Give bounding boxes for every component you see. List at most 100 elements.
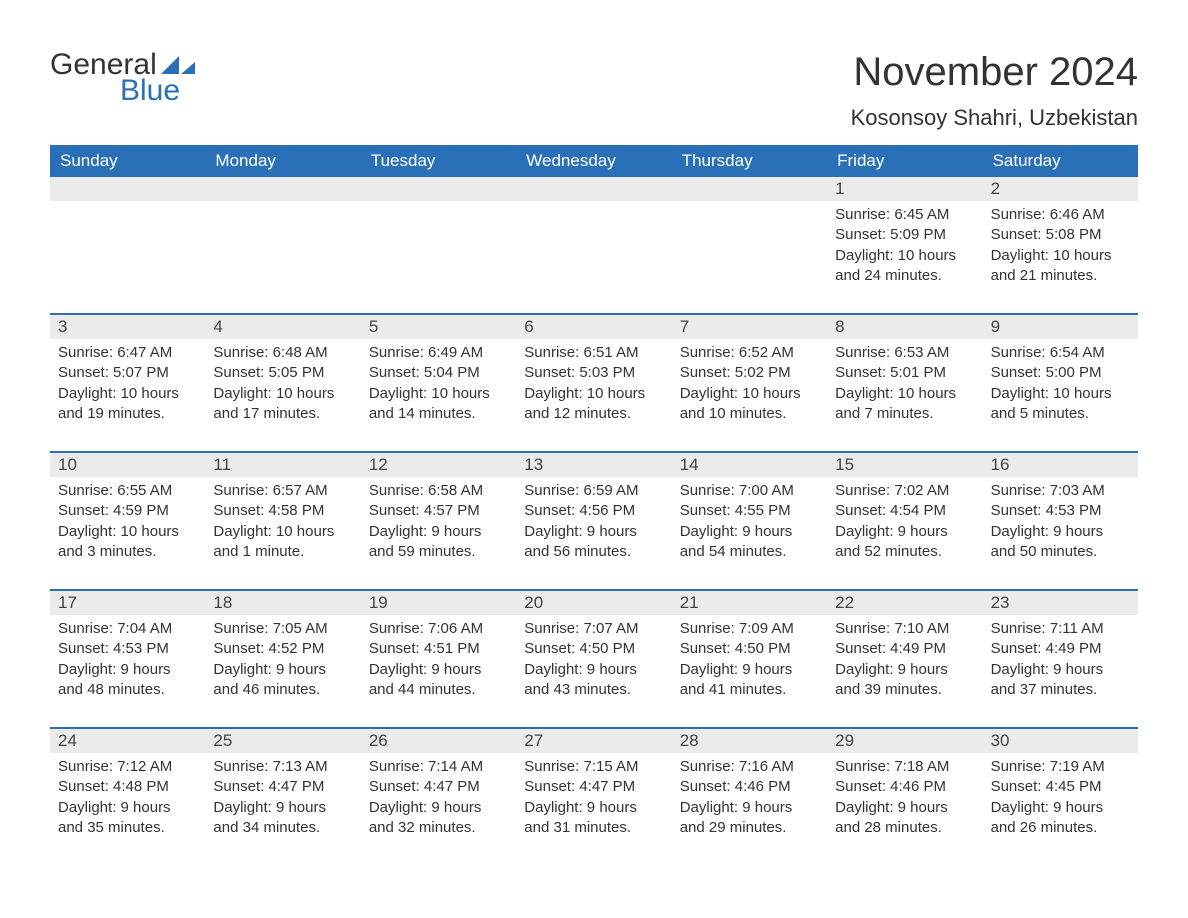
sunset-text: Sunset: 4:54 PM bbox=[835, 501, 974, 521]
day-number: 22 bbox=[827, 591, 982, 615]
day-cell: 24Sunrise: 7:12 AMSunset: 4:48 PMDayligh… bbox=[50, 729, 205, 847]
sunset-text: Sunset: 5:04 PM bbox=[369, 363, 508, 383]
sunset-text: Sunset: 4:45 PM bbox=[991, 777, 1130, 797]
day-number: 15 bbox=[827, 453, 982, 477]
sunrise-text: Sunrise: 7:15 AM bbox=[524, 757, 663, 777]
day-details: Sunrise: 7:13 AMSunset: 4:47 PMDaylight:… bbox=[205, 753, 360, 842]
day-cell: 2Sunrise: 6:46 AMSunset: 5:08 PMDaylight… bbox=[983, 177, 1138, 295]
daylight-line1: Daylight: 9 hours bbox=[991, 660, 1130, 680]
daylight-line2: and 28 minutes. bbox=[835, 818, 974, 838]
daylight-line1: Daylight: 10 hours bbox=[680, 384, 819, 404]
daylight-line2: and 29 minutes. bbox=[680, 818, 819, 838]
day-cell: 27Sunrise: 7:15 AMSunset: 4:47 PMDayligh… bbox=[516, 729, 671, 847]
sunset-text: Sunset: 4:53 PM bbox=[991, 501, 1130, 521]
day-details: Sunrise: 7:03 AMSunset: 4:53 PMDaylight:… bbox=[983, 477, 1138, 566]
sunrise-text: Sunrise: 6:45 AM bbox=[835, 205, 974, 225]
sunset-text: Sunset: 4:58 PM bbox=[213, 501, 352, 521]
daylight-line1: Daylight: 9 hours bbox=[835, 660, 974, 680]
sunrise-text: Sunrise: 6:48 AM bbox=[213, 343, 352, 363]
day-details: Sunrise: 6:51 AMSunset: 5:03 PMDaylight:… bbox=[516, 339, 671, 428]
day-number: 24 bbox=[50, 729, 205, 753]
day-number: 7 bbox=[672, 315, 827, 339]
day-cell: 25Sunrise: 7:13 AMSunset: 4:47 PMDayligh… bbox=[205, 729, 360, 847]
day-number: 4 bbox=[205, 315, 360, 339]
daylight-line2: and 14 minutes. bbox=[369, 404, 508, 424]
day-number: 18 bbox=[205, 591, 360, 615]
daylight-line2: and 52 minutes. bbox=[835, 542, 974, 562]
daylight-line1: Daylight: 10 hours bbox=[213, 384, 352, 404]
sunset-text: Sunset: 5:01 PM bbox=[835, 363, 974, 383]
day-cell: 8Sunrise: 6:53 AMSunset: 5:01 PMDaylight… bbox=[827, 315, 982, 433]
day-number: 19 bbox=[361, 591, 516, 615]
day-details: Sunrise: 7:11 AMSunset: 4:49 PMDaylight:… bbox=[983, 615, 1138, 704]
daylight-line1: Daylight: 9 hours bbox=[680, 798, 819, 818]
daylight-line1: Daylight: 9 hours bbox=[991, 798, 1130, 818]
weekday-saturday: Saturday bbox=[983, 145, 1138, 177]
day-details: Sunrise: 6:49 AMSunset: 5:04 PMDaylight:… bbox=[361, 339, 516, 428]
daylight-line2: and 50 minutes. bbox=[991, 542, 1130, 562]
week-row: 10Sunrise: 6:55 AMSunset: 4:59 PMDayligh… bbox=[50, 451, 1138, 571]
day-cell: 14Sunrise: 7:00 AMSunset: 4:55 PMDayligh… bbox=[672, 453, 827, 571]
sunrise-text: Sunrise: 6:55 AM bbox=[58, 481, 197, 501]
weekday-monday: Monday bbox=[205, 145, 360, 177]
day-details: Sunrise: 6:54 AMSunset: 5:00 PMDaylight:… bbox=[983, 339, 1138, 428]
sunrise-text: Sunrise: 6:58 AM bbox=[369, 481, 508, 501]
daylight-line1: Daylight: 9 hours bbox=[58, 798, 197, 818]
day-details: Sunrise: 6:52 AMSunset: 5:02 PMDaylight:… bbox=[672, 339, 827, 428]
empty-day-bar bbox=[361, 177, 516, 201]
sunset-text: Sunset: 4:46 PM bbox=[835, 777, 974, 797]
daylight-line2: and 56 minutes. bbox=[524, 542, 663, 562]
location-subtitle: Kosonsoy Shahri, Uzbekistan bbox=[851, 105, 1138, 131]
day-cell bbox=[516, 177, 671, 295]
daylight-line2: and 46 minutes. bbox=[213, 680, 352, 700]
day-details: Sunrise: 7:14 AMSunset: 4:47 PMDaylight:… bbox=[361, 753, 516, 842]
daylight-line2: and 35 minutes. bbox=[58, 818, 197, 838]
sunrise-text: Sunrise: 7:04 AM bbox=[58, 619, 197, 639]
daylight-line1: Daylight: 9 hours bbox=[369, 660, 508, 680]
day-cell: 18Sunrise: 7:05 AMSunset: 4:52 PMDayligh… bbox=[205, 591, 360, 709]
daylight-line1: Daylight: 10 hours bbox=[991, 384, 1130, 404]
empty-day-bar bbox=[672, 177, 827, 201]
day-number: 29 bbox=[827, 729, 982, 753]
header: General Blue November 2024 Kosonsoy Shah… bbox=[50, 50, 1138, 137]
day-details: Sunrise: 7:19 AMSunset: 4:45 PMDaylight:… bbox=[983, 753, 1138, 842]
weekday-wednesday: Wednesday bbox=[516, 145, 671, 177]
sunrise-text: Sunrise: 7:07 AM bbox=[524, 619, 663, 639]
daylight-line1: Daylight: 9 hours bbox=[835, 798, 974, 818]
sunset-text: Sunset: 5:08 PM bbox=[991, 225, 1130, 245]
sunset-text: Sunset: 5:03 PM bbox=[524, 363, 663, 383]
day-number: 6 bbox=[516, 315, 671, 339]
daylight-line2: and 7 minutes. bbox=[835, 404, 974, 424]
day-cell: 30Sunrise: 7:19 AMSunset: 4:45 PMDayligh… bbox=[983, 729, 1138, 847]
logo-text-blue: Blue bbox=[120, 76, 180, 106]
sunrise-text: Sunrise: 6:46 AM bbox=[991, 205, 1130, 225]
week-row: 17Sunrise: 7:04 AMSunset: 4:53 PMDayligh… bbox=[50, 589, 1138, 709]
day-number: 2 bbox=[983, 177, 1138, 201]
day-cell: 3Sunrise: 6:47 AMSunset: 5:07 PMDaylight… bbox=[50, 315, 205, 433]
day-details: Sunrise: 7:15 AMSunset: 4:47 PMDaylight:… bbox=[516, 753, 671, 842]
day-details: Sunrise: 6:59 AMSunset: 4:56 PMDaylight:… bbox=[516, 477, 671, 566]
day-details: Sunrise: 6:53 AMSunset: 5:01 PMDaylight:… bbox=[827, 339, 982, 428]
daylight-line2: and 37 minutes. bbox=[991, 680, 1130, 700]
day-cell: 16Sunrise: 7:03 AMSunset: 4:53 PMDayligh… bbox=[983, 453, 1138, 571]
day-number: 20 bbox=[516, 591, 671, 615]
sunrise-text: Sunrise: 6:49 AM bbox=[369, 343, 508, 363]
sunset-text: Sunset: 5:07 PM bbox=[58, 363, 197, 383]
day-cell: 5Sunrise: 6:49 AMSunset: 5:04 PMDaylight… bbox=[361, 315, 516, 433]
sunrise-text: Sunrise: 6:54 AM bbox=[991, 343, 1130, 363]
day-details: Sunrise: 6:47 AMSunset: 5:07 PMDaylight:… bbox=[50, 339, 205, 428]
weekday-tuesday: Tuesday bbox=[361, 145, 516, 177]
calendar-grid: Sunday Monday Tuesday Wednesday Thursday… bbox=[50, 145, 1138, 847]
sunrise-text: Sunrise: 7:06 AM bbox=[369, 619, 508, 639]
daylight-line2: and 3 minutes. bbox=[58, 542, 197, 562]
sunset-text: Sunset: 4:51 PM bbox=[369, 639, 508, 659]
day-details: Sunrise: 7:00 AMSunset: 4:55 PMDaylight:… bbox=[672, 477, 827, 566]
daylight-line1: Daylight: 10 hours bbox=[213, 522, 352, 542]
empty-day-bar bbox=[50, 177, 205, 201]
sunset-text: Sunset: 5:02 PM bbox=[680, 363, 819, 383]
day-number: 3 bbox=[50, 315, 205, 339]
day-details: Sunrise: 7:05 AMSunset: 4:52 PMDaylight:… bbox=[205, 615, 360, 704]
day-number: 26 bbox=[361, 729, 516, 753]
daylight-line2: and 54 minutes. bbox=[680, 542, 819, 562]
day-number: 25 bbox=[205, 729, 360, 753]
